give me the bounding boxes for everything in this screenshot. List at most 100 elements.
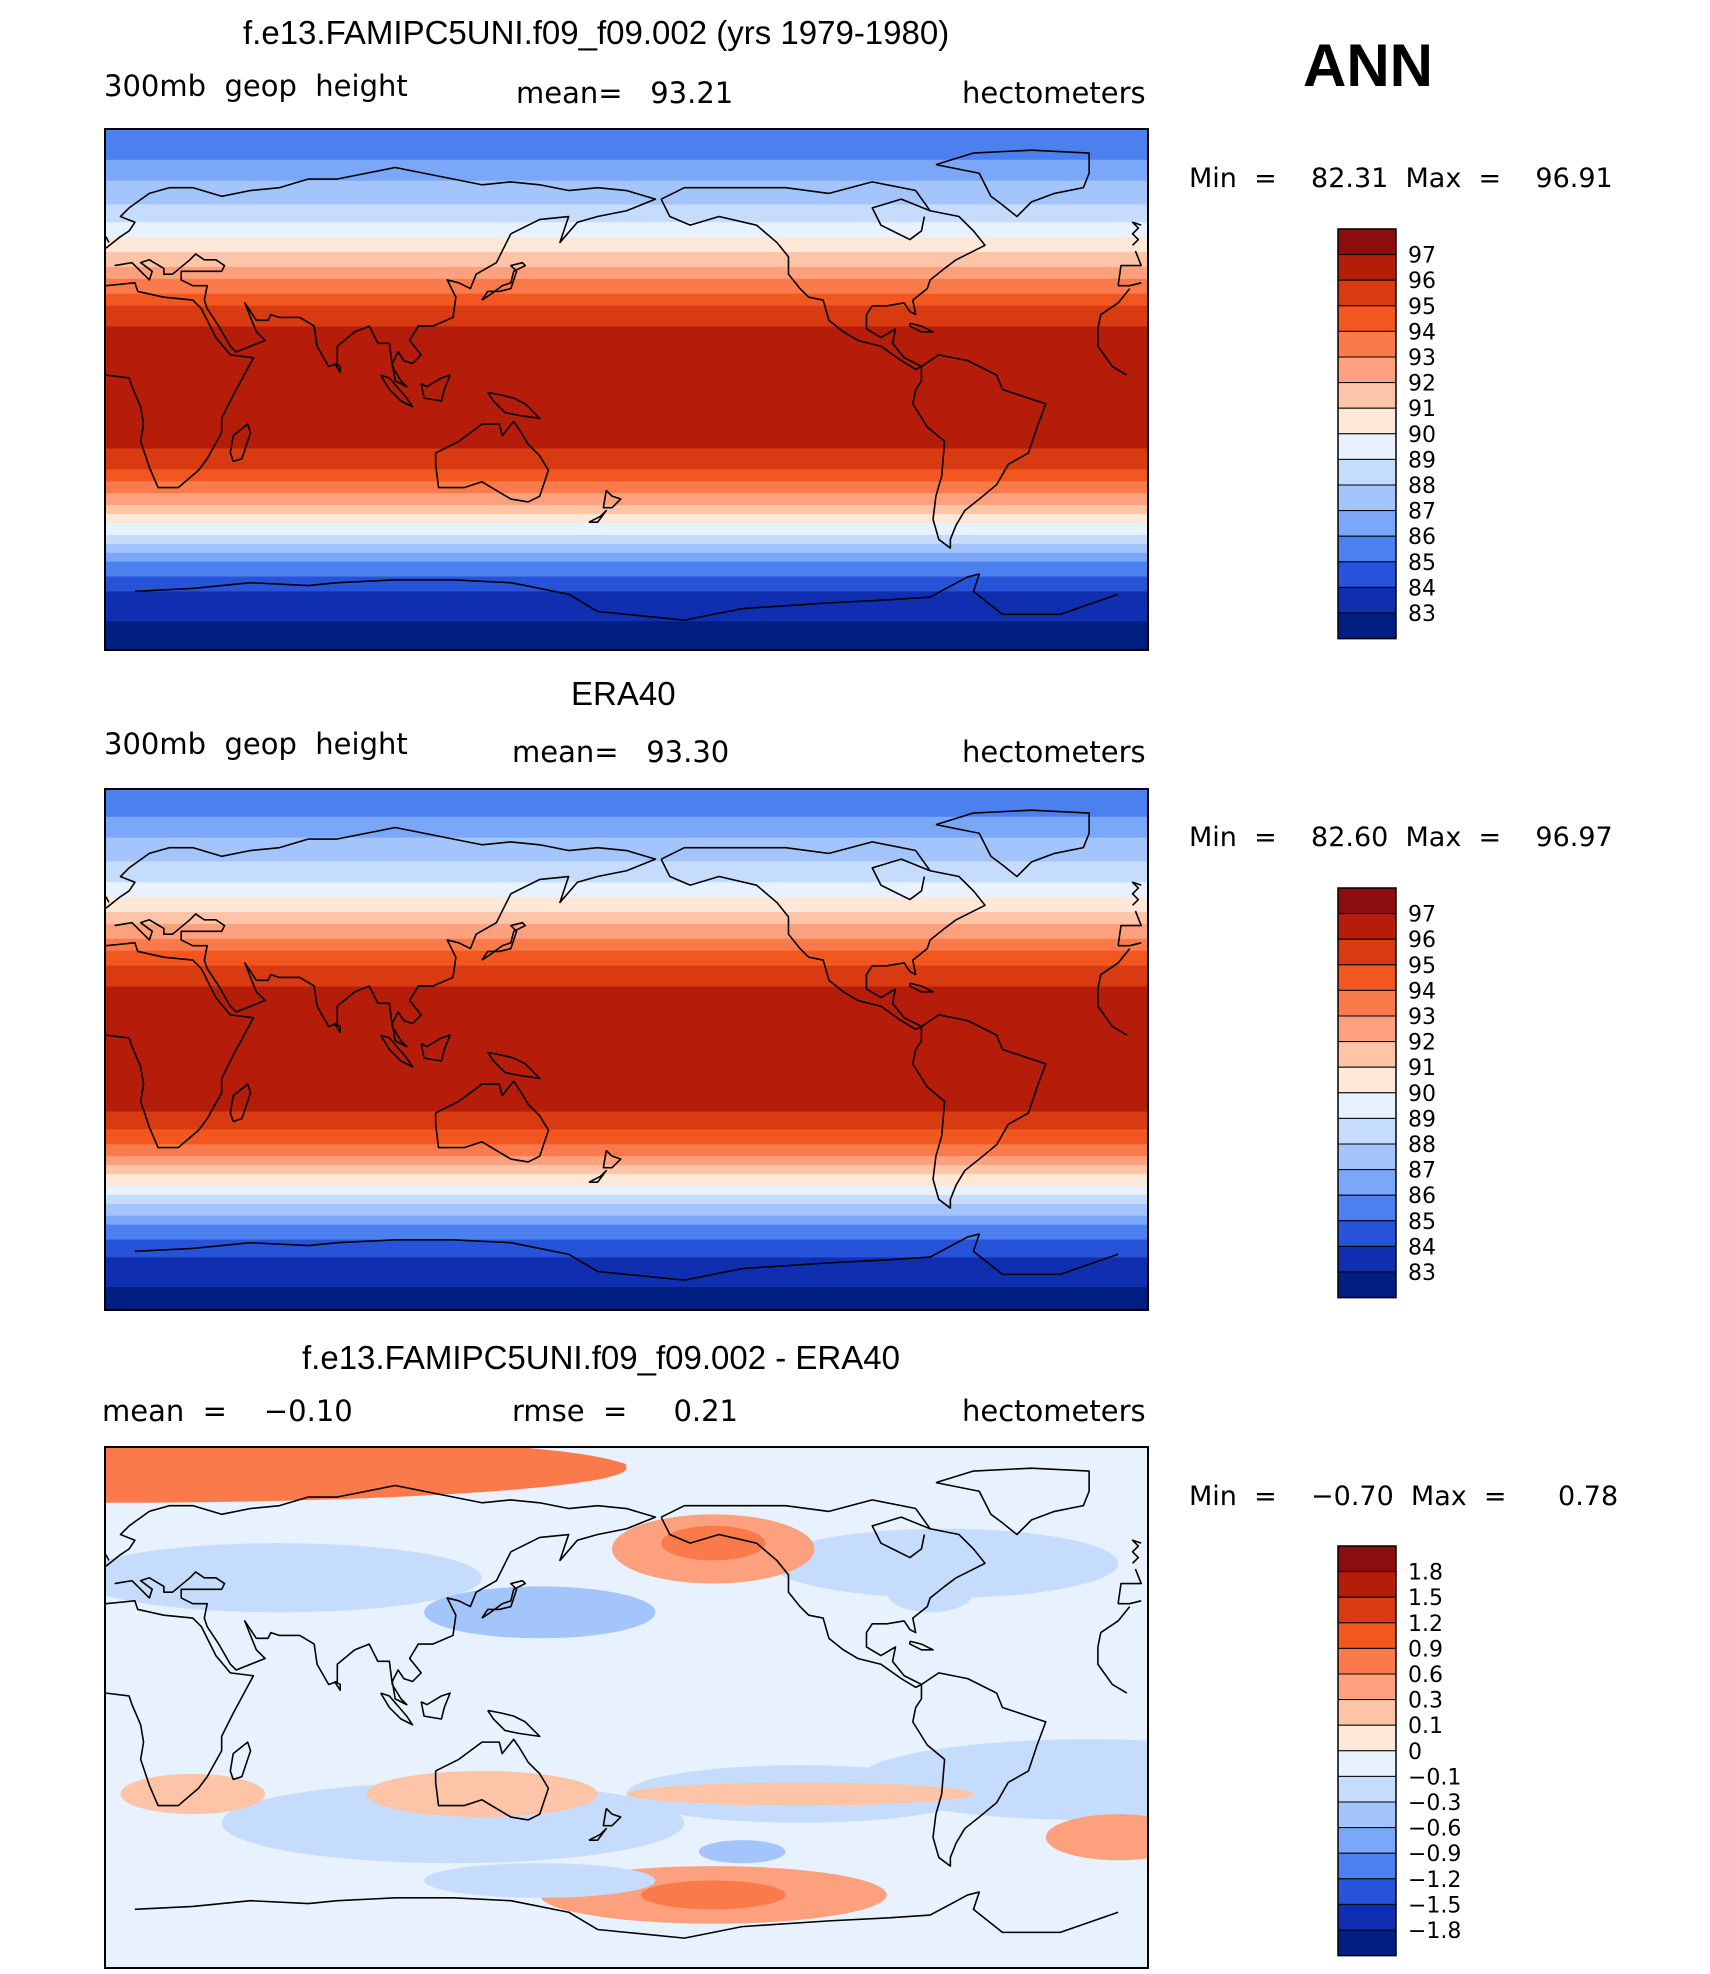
colorbar-label: 85 [1408,551,1436,576]
colorbar-box [1337,535,1397,563]
field-band-0 [106,258,1147,262]
panel2-variable-label: 300mb geop height [104,727,408,761]
coastline [333,1022,341,1034]
field-band-0 [106,591,1147,596]
field-band-0 [106,263,1147,268]
field-band-1 [106,956,1147,961]
field-band-1 [106,1224,1147,1229]
field-band-0 [106,260,1147,265]
field-band-1 [106,1257,1147,1261]
field-band-0 [106,627,1147,631]
anomaly-blob-11 [886,1571,974,1613]
coastline [481,261,527,301]
panel1-min-max: Min = 82.31 Max = 96.91 [1189,163,1613,194]
field-band-0 [106,332,1147,337]
field-band-0 [106,386,1147,390]
field-band-1 [106,1123,1147,1128]
field-band-1 [106,1028,1147,1032]
colorbar-label: 1.8 [1408,1561,1443,1586]
field-band-1 [106,1266,1147,1270]
field-band-0 [106,499,1147,503]
field-band-1 [106,1308,1147,1309]
field-band-1 [106,962,1147,967]
field-band-0 [106,311,1147,316]
colorbar-box [1337,1092,1397,1119]
field-band-0 [106,231,1147,235]
field-band-1 [106,1084,1147,1089]
panel1-colorbar: 97 96 95 94 93 92 91 90 89 88 87 86 85 84 83 [1337,228,1458,645]
colorbar-label: 0.6 [1408,1663,1443,1688]
coastline [912,1672,1047,1867]
field-band-1 [106,1236,1147,1241]
colorbar-label: 84 [1408,1235,1436,1260]
colorbar-box [1337,510,1397,537]
colorbar-box [1337,228,1397,256]
colorbar-box [1337,1169,1397,1196]
field-band-1 [106,1093,1147,1098]
colorbar-label: −1.8 [1408,1919,1461,1944]
field-band-0 [106,320,1147,325]
colorbar-label: 86 [1408,1184,1436,1209]
field-band-0 [106,380,1147,384]
field-band-0 [106,567,1147,572]
field-band-0 [106,585,1147,590]
colorbar-box [1337,330,1397,358]
coastline [871,858,931,901]
field-band-1 [106,1001,1147,1005]
colorbar-box [1337,938,1397,966]
colorbar-label: 1.2 [1408,1612,1443,1637]
field-band-0 [106,543,1147,548]
field-band-0 [106,156,1147,161]
coastline [134,573,1119,621]
panel3-mean-label: mean = −0.10 [102,1394,353,1428]
field-band-0 [106,326,1147,331]
field-band-0 [106,195,1147,200]
field-band-1 [106,1171,1147,1175]
field-band-0 [106,162,1147,167]
colorbar-box [1337,1041,1397,1068]
colorbar-label: 0.3 [1408,1689,1443,1714]
field-band-0 [106,186,1147,191]
field-band-0 [106,138,1147,143]
field-band-0 [106,517,1147,521]
field-band-0 [106,174,1147,179]
field-band-0 [106,204,1147,208]
field-band-1 [106,807,1147,812]
colorbar-label: −0.6 [1408,1817,1461,1842]
field-band-1 [106,1043,1147,1047]
field-band-1 [106,1013,1147,1017]
coastline [935,1467,1090,1536]
field-band-0 [106,570,1147,575]
coastline [487,1051,541,1080]
panel2-mean-label: mean= 93.30 [512,735,730,769]
field-band-0 [106,305,1147,310]
field-band-0 [106,564,1147,569]
field-band-1 [106,918,1147,922]
field-band-0 [106,534,1147,539]
field-band-0 [106,350,1147,354]
field-band-1 [106,1242,1147,1247]
field-band-0 [106,514,1147,518]
field-band-0 [106,439,1147,444]
field-band-0 [106,436,1147,441]
colorbar-frame [1337,887,1397,1299]
colorbar-label: 83 [1408,602,1436,627]
field-band-0 [106,469,1147,473]
field-band-1 [106,1069,1147,1074]
field-band-1 [106,1260,1147,1264]
colorbar-box [1337,1801,1397,1829]
field-band-0 [106,618,1147,622]
field-band-1 [106,819,1147,824]
field-band-0 [106,228,1147,232]
field-band-1 [106,846,1147,851]
colorbar-box [1337,1622,1397,1649]
field-band-1 [106,1141,1147,1145]
field-band-1 [106,837,1147,842]
field-band-1 [106,1096,1147,1101]
field-band-0 [106,508,1147,512]
field-band-1 [106,1087,1147,1092]
field-band-0 [106,481,1147,485]
field-band-1 [106,965,1147,970]
field-band-0 [106,454,1147,459]
field-band-1 [106,1007,1147,1011]
